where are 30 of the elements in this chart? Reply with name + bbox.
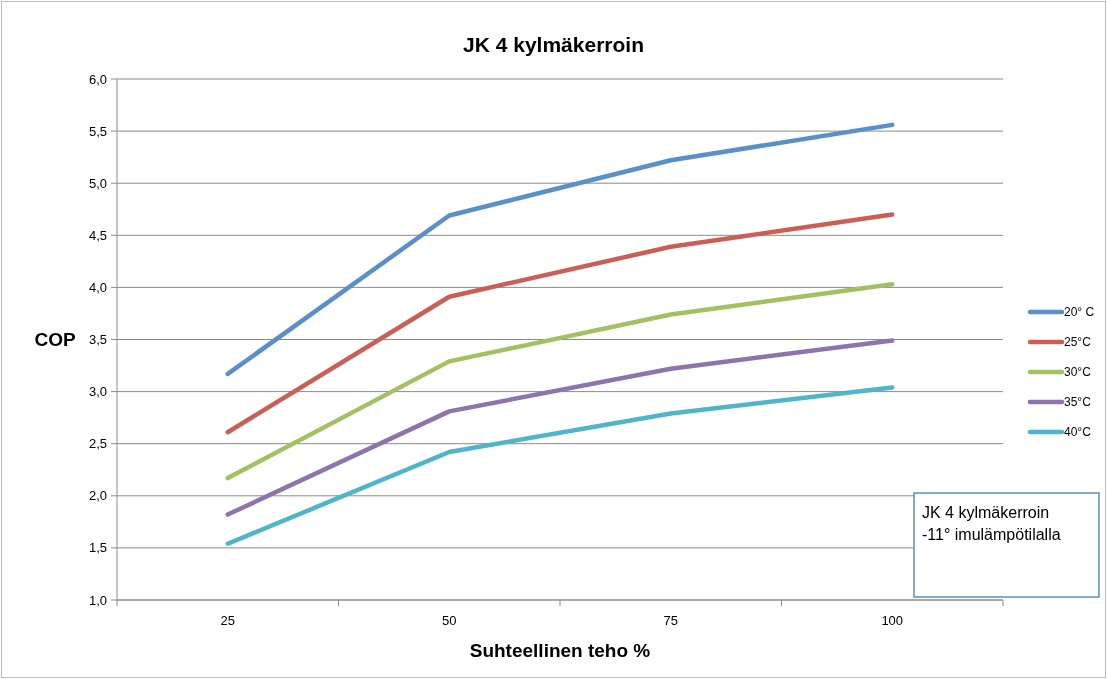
y-tick-label: 4,0 [88, 279, 107, 295]
x-axis-title: Suhteellinen teho % [469, 640, 651, 661]
line-series [225, 338, 895, 517]
annotation: JK 4 kylmäkerroin -11° imulämpötilalla [922, 504, 1061, 543]
y-tick-label: 6,0 [88, 71, 107, 87]
y-tick-label: 2,5 [88, 436, 107, 452]
x-tick-label: 100 [881, 613, 904, 628]
legend-label: 35°C [1064, 395, 1092, 410]
y-tick-label: 3,5 [88, 332, 107, 348]
x-tick-label: 25 [220, 613, 235, 628]
x-tick-label: 50 [442, 613, 457, 628]
line-series [225, 282, 895, 481]
chart-title: JK 4 kylmäkerroin [463, 33, 644, 56]
y-tick-label: 5,5 [88, 123, 107, 139]
y-tick-label: 5,0 [88, 175, 107, 191]
line-series [225, 385, 895, 546]
y-tick-label: 2,0 [88, 488, 107, 504]
y-tick-label: 1,0 [88, 592, 107, 608]
line-series [225, 212, 895, 435]
legend-label: 25°C [1064, 335, 1092, 350]
y-tick-label: 3,0 [88, 384, 107, 400]
legend-label: 40°C [1064, 425, 1092, 440]
legend-label: 30°C [1064, 365, 1092, 380]
y-tick-label: 4,5 [88, 227, 107, 243]
x-tick-label: 75 [663, 613, 678, 628]
legend-label: 20° C [1064, 305, 1095, 320]
y-axis-title: COP [34, 329, 76, 351]
line-series [225, 122, 895, 377]
text-box: JK 4 kylmäkerroin -11° imulämpötilalla [913, 492, 1100, 598]
y-tick-label: 1,5 [88, 540, 107, 556]
